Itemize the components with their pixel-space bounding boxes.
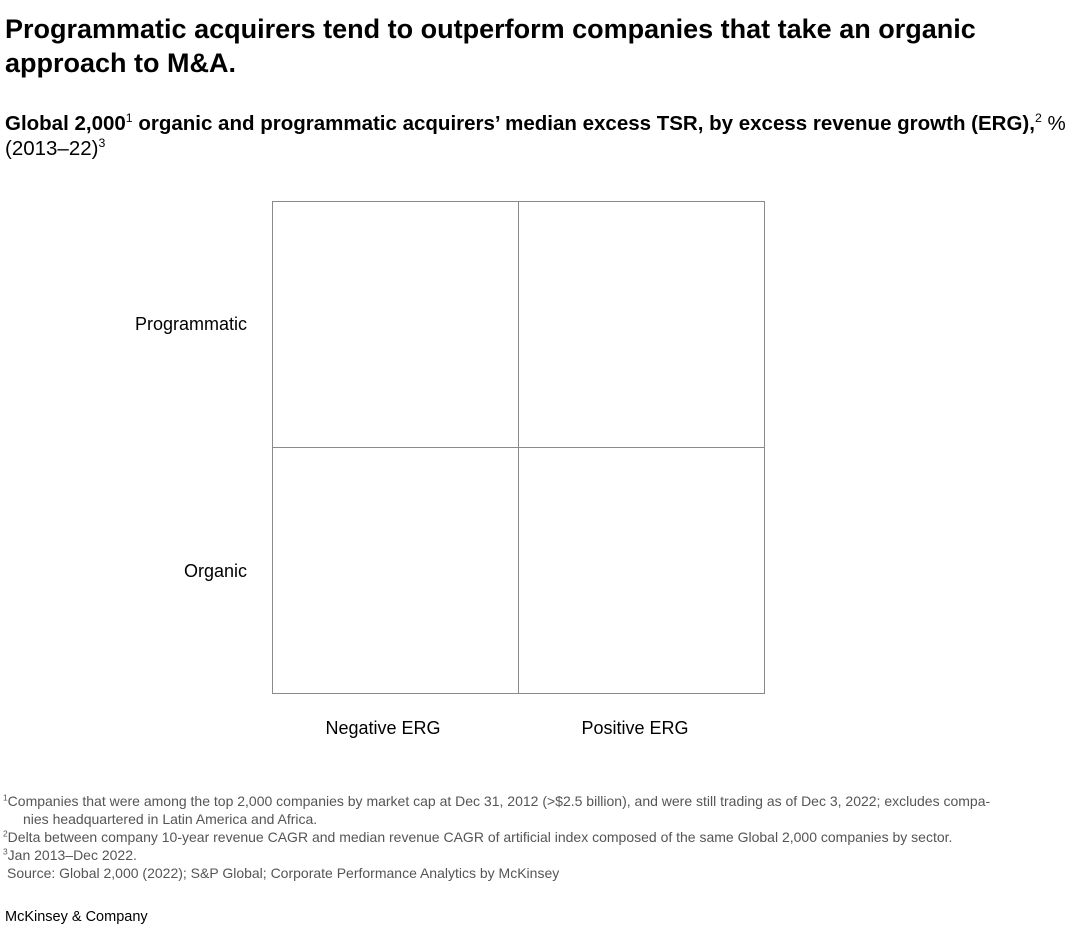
footnote-ref-2: 2 [1034, 111, 1042, 126]
cell-organic-positive-erg [519, 448, 764, 693]
subtitle-bold-2: organic and programmatic acquirers’ medi… [132, 112, 1035, 135]
cell-programmatic-negative-erg [273, 202, 518, 447]
footnote-marker: 3 [3, 846, 8, 857]
quadrant-matrix [272, 201, 765, 694]
footnotes: 1Companies that were among the top 2,000… [3, 792, 1073, 882]
row-label-organic: Organic [183, 561, 247, 581]
footnote-1: 1Companies that were among the top 2,000… [3, 792, 1073, 810]
footnote-1-continuation: nies headquartered in Latin America and … [23, 811, 318, 827]
column-label-positive-erg: Positive ERG [581, 718, 689, 738]
subtitle-unit: % (2013–22) [5, 112, 1066, 160]
cell-programmatic-positive-erg [519, 202, 764, 447]
cell-organic-negative-erg [273, 448, 518, 693]
subtitle-bold-1: Global 2,000 [5, 112, 126, 135]
footnote-text: Delta between company 10-year revenue CA… [7, 829, 953, 845]
row-label-programmatic: Programmatic [134, 314, 247, 334]
brand-logo-text: McKinsey & Company [5, 909, 148, 925]
horizontal-divider [273, 447, 764, 448]
source-note: Source: Global 2,000 (2022); S&P Global;… [7, 865, 560, 881]
exhibit-title: Programmatic acquirers tend to outperfor… [5, 14, 976, 78]
exhibit-subtitle: Global 2,0001 organic and programmatic a… [5, 111, 1070, 161]
column-label-negative-erg: Negative ERG [325, 718, 441, 738]
footnote-ref-1: 1 [125, 111, 133, 126]
footnote-marker: 2 [3, 828, 8, 839]
footnote-2: 2Delta between company 10-year revenue C… [3, 828, 1073, 846]
footnote-text: Companies that were among the top 2,000 … [7, 793, 991, 809]
footnote-text: Jan 2013–Dec 2022. [7, 847, 137, 863]
footnote-marker: 1 [3, 792, 8, 803]
footnote-3: 3Jan 2013–Dec 2022. [3, 846, 1073, 864]
footnote-ref-3: 3 [98, 136, 106, 151]
